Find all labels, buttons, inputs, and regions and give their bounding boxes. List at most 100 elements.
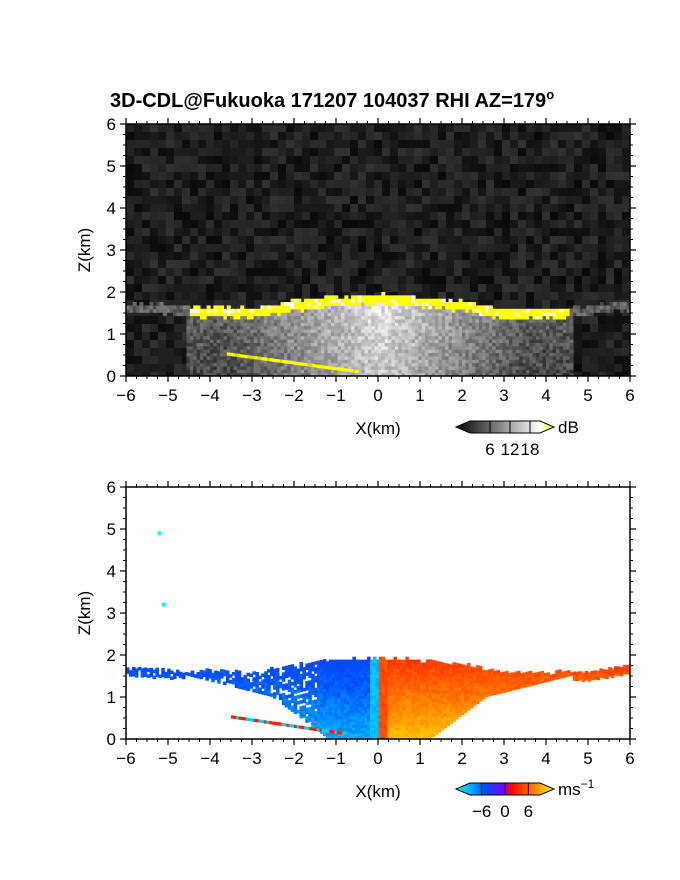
echo-cell (267, 312, 272, 317)
echo-cell (488, 332, 493, 337)
echo-cell (367, 369, 372, 374)
echo-cell (317, 298, 322, 303)
noise-cell (126, 164, 134, 172)
echo-cell (196, 318, 201, 323)
noise-cell (126, 172, 134, 180)
noise-cell (310, 276, 318, 284)
echo-cell (462, 359, 466, 364)
echo-cell (327, 355, 332, 360)
echo-cell (354, 308, 359, 313)
noise-cell (158, 332, 166, 340)
echo-cell (542, 349, 547, 354)
echo-cell (347, 332, 352, 337)
echo-cell (512, 359, 517, 364)
noise-cell (598, 244, 606, 252)
echo-cell (330, 369, 335, 374)
echo-cell (371, 318, 376, 323)
noise-cell (158, 156, 166, 164)
noise-cell (286, 196, 294, 204)
noise-cell (238, 244, 246, 252)
noise-cell (198, 260, 206, 268)
noise-cell (158, 268, 166, 276)
noise-cell (454, 276, 462, 284)
noise-cell (126, 300, 134, 308)
echo-cell (411, 365, 416, 370)
y-tick-label: 1 (107, 325, 116, 344)
noise-cell (446, 244, 454, 252)
echo-cell (263, 325, 268, 330)
echo-cell (562, 332, 567, 337)
noise-cell (566, 124, 574, 132)
echo-cell (334, 308, 339, 313)
echo-cell (324, 308, 329, 313)
echo-cell (283, 322, 288, 327)
echo-cell (341, 359, 345, 364)
echo-cell (529, 332, 534, 337)
echo-cell (569, 365, 574, 370)
noise-cell (366, 252, 374, 260)
noise-cell (430, 228, 438, 236)
echo-cell (435, 328, 440, 333)
echo-cell (371, 295, 376, 300)
noise-cell (478, 204, 486, 212)
ground-streak-cell (264, 357, 268, 361)
noise-cell (198, 140, 206, 148)
echo-cell (267, 322, 272, 327)
velocity-cell (243, 683, 248, 688)
echo-cell (304, 308, 309, 313)
velocity-cell (146, 668, 151, 672)
echo-cell (502, 349, 507, 354)
echo-cell (220, 369, 225, 374)
noise-cell (182, 156, 190, 164)
noise-cell (478, 188, 486, 196)
noise-cell (390, 204, 398, 212)
echo-cell (428, 372, 433, 376)
echo-cell (354, 362, 359, 367)
velocity-cell (205, 671, 209, 675)
echo-cell (243, 322, 248, 327)
echo-cell (220, 342, 225, 347)
echo-cell (509, 315, 513, 320)
echo-cell (532, 352, 537, 357)
noise-cell (518, 188, 526, 196)
echo-cell (330, 339, 335, 343)
noise-cell (462, 276, 470, 284)
echo-cell (253, 328, 258, 333)
echo-cell (546, 345, 550, 350)
echo-cell (294, 325, 298, 330)
echo-cell (226, 312, 231, 317)
echo-cell (458, 352, 463, 357)
echo-cell (378, 332, 382, 337)
noise-cell (190, 212, 198, 220)
echo-cell (418, 362, 423, 367)
velocity-cell (243, 674, 248, 679)
noise-cell (502, 196, 510, 204)
echo-cell (472, 352, 477, 357)
echo-cell (327, 359, 332, 364)
noise-cell (326, 132, 334, 140)
noise-cell (502, 204, 510, 212)
echo-cell (199, 362, 204, 367)
noise-cell (270, 268, 278, 276)
echo-cell (451, 355, 456, 360)
echo-cell (388, 302, 393, 307)
echo-cell (246, 308, 251, 313)
echo-cell (374, 312, 379, 317)
echo-cell (216, 349, 221, 354)
noise-cell (534, 284, 542, 292)
echo-cell (502, 365, 507, 370)
echo-cell (199, 312, 204, 317)
noise-cell (574, 276, 582, 284)
noise-cell (614, 372, 622, 376)
echo-cell (522, 328, 527, 333)
echo-cell (596, 305, 601, 310)
noise-cell (230, 132, 238, 140)
echo-cell (468, 345, 473, 350)
echo-cell (512, 345, 517, 350)
x-tick-label: 4 (541, 386, 550, 405)
velocity-cell (234, 684, 239, 689)
echo-cell (384, 325, 389, 330)
noise-cell (510, 284, 518, 292)
noise-cell (222, 132, 230, 140)
